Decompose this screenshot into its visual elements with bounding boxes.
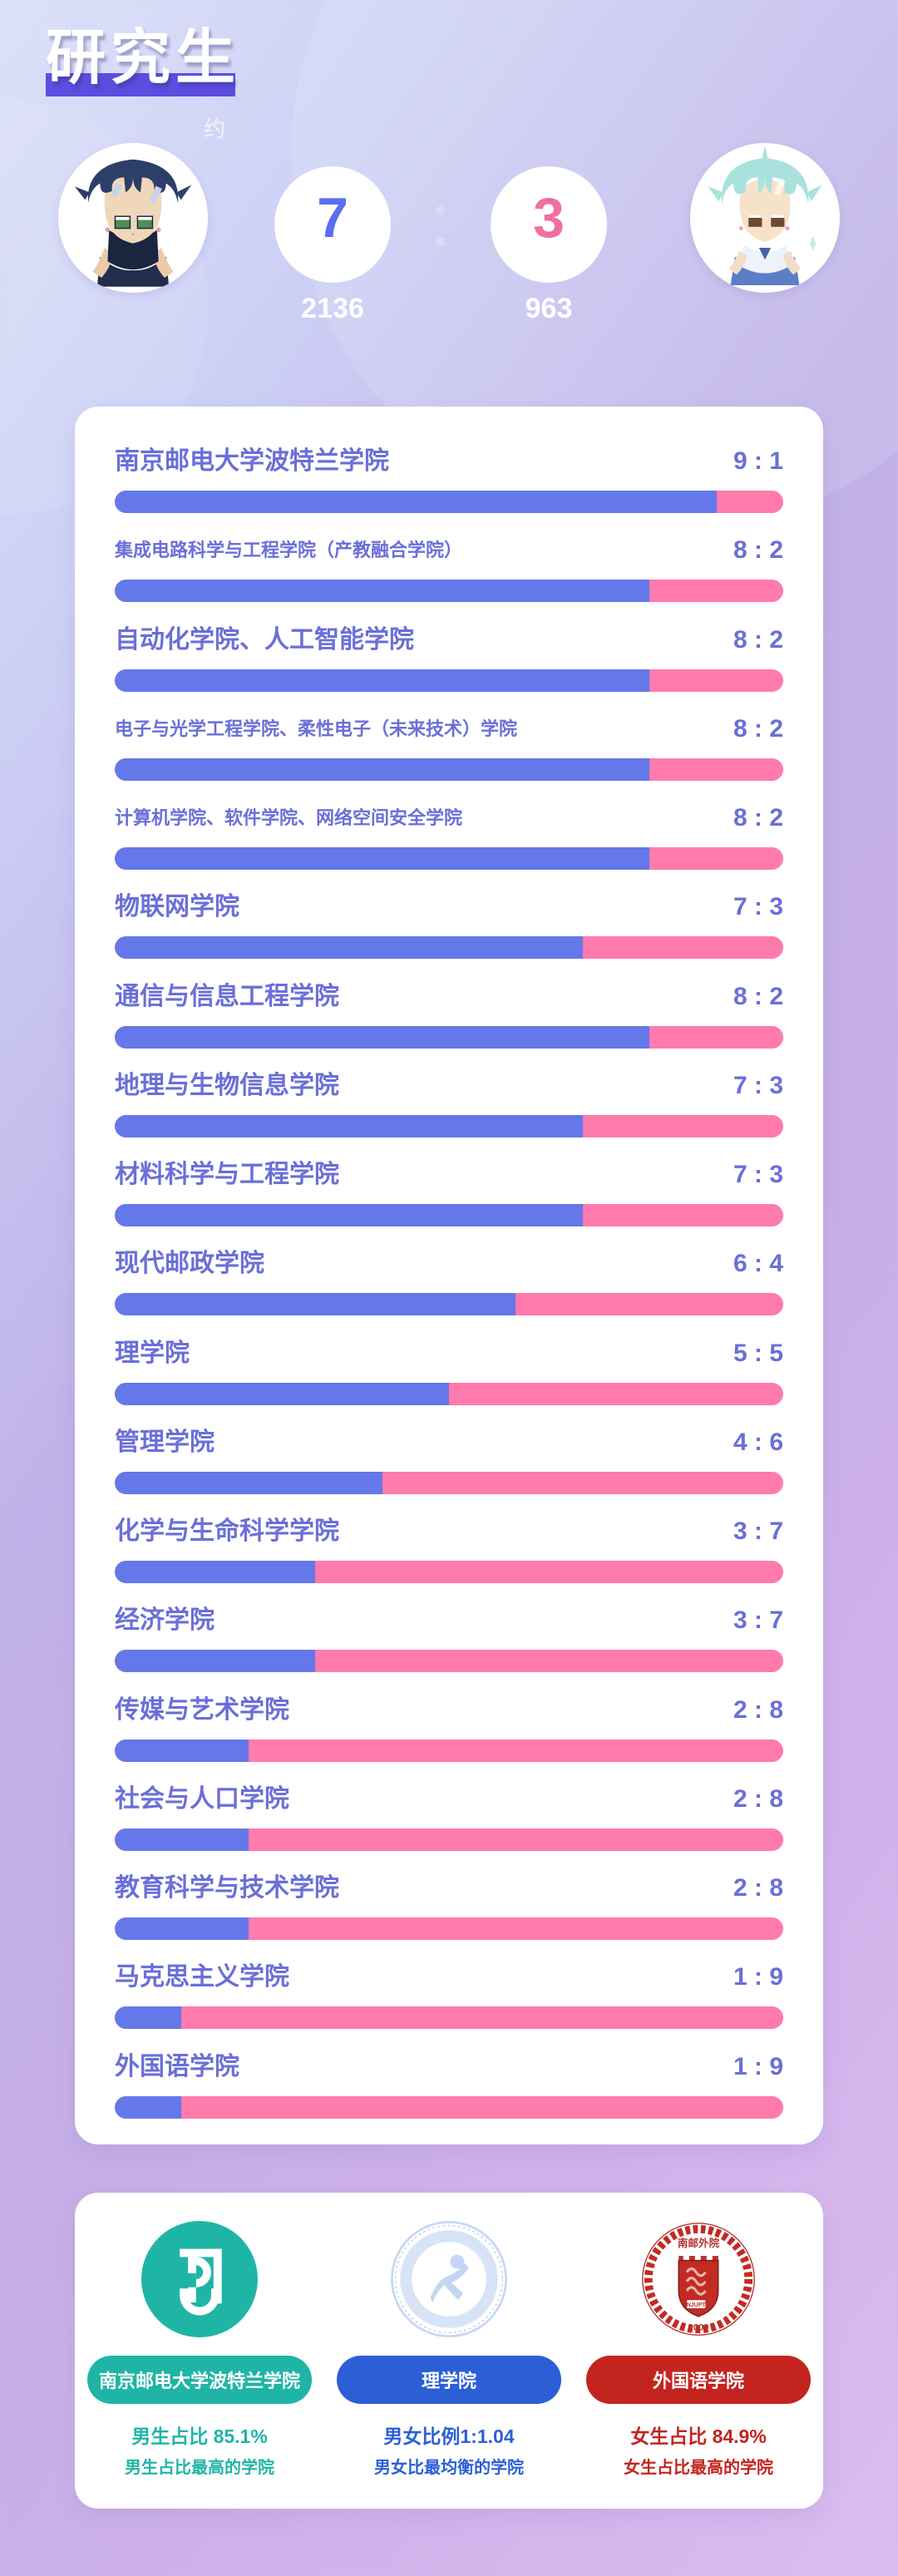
svg-text:2000: 2000 — [688, 2323, 709, 2333]
svg-text:南邮外院: 南邮外院 — [678, 2237, 720, 2249]
svg-text:NJUPT: NJUPT — [687, 2302, 707, 2308]
